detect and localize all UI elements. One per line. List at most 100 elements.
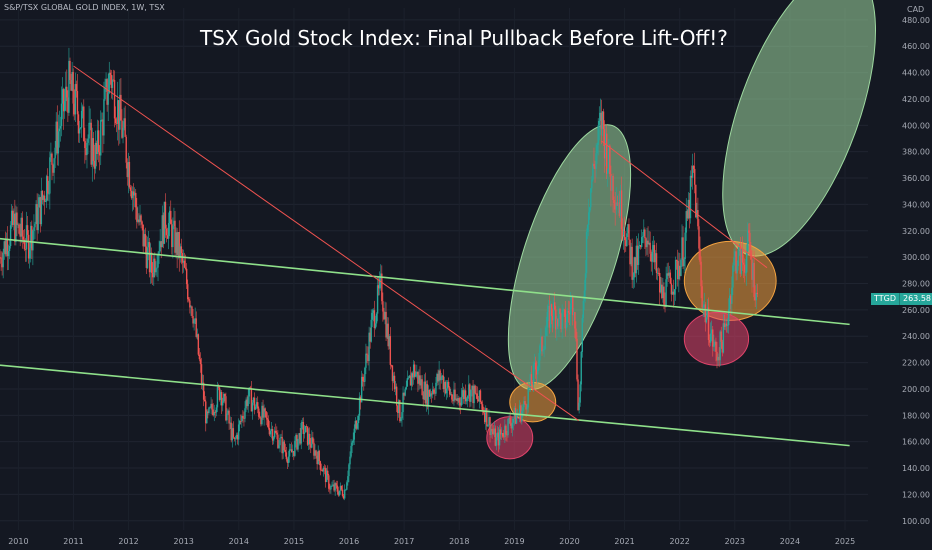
candle-body bbox=[344, 489, 346, 499]
candle-body bbox=[404, 389, 406, 396]
candle-body bbox=[667, 273, 669, 276]
candle-body bbox=[581, 317, 583, 352]
candle-body bbox=[741, 249, 744, 263]
current-price-tag[interactable]: TTGD 263.58 bbox=[871, 293, 932, 305]
candle-body bbox=[675, 260, 678, 261]
candle-body bbox=[446, 381, 449, 389]
candle-body bbox=[458, 398, 460, 403]
candle-body bbox=[567, 311, 570, 313]
candle-body bbox=[330, 485, 332, 490]
candle-body bbox=[382, 301, 384, 312]
candle-body bbox=[337, 491, 340, 496]
candle-body bbox=[481, 404, 484, 411]
trendlines bbox=[0, 65, 850, 447]
candle-body bbox=[558, 308, 560, 327]
candle-body bbox=[119, 94, 121, 130]
candle-body bbox=[169, 210, 171, 224]
candle-body bbox=[587, 212, 590, 226]
candle-body bbox=[202, 382, 205, 400]
candle-body bbox=[59, 126, 62, 129]
candle-body bbox=[655, 253, 658, 274]
candle-body bbox=[537, 366, 539, 375]
candle-body bbox=[50, 153, 52, 158]
candle-body bbox=[438, 370, 440, 382]
candle-body bbox=[260, 417, 262, 425]
candle-body bbox=[629, 239, 631, 265]
candle-body bbox=[631, 246, 633, 280]
candle-body bbox=[384, 311, 386, 320]
candle-body bbox=[582, 300, 585, 318]
candle-body bbox=[346, 482, 348, 490]
candle-body bbox=[691, 165, 694, 178]
candle-body bbox=[128, 161, 131, 188]
candle-body bbox=[15, 212, 17, 242]
candle-body bbox=[539, 345, 541, 361]
candle-body bbox=[21, 217, 23, 237]
candle-body bbox=[689, 175, 692, 219]
candle-body bbox=[224, 394, 226, 397]
candle-body bbox=[43, 195, 46, 202]
candle-body bbox=[388, 336, 390, 347]
candle-body bbox=[430, 393, 433, 395]
candle-body bbox=[250, 388, 253, 412]
candle-body bbox=[681, 237, 683, 260]
candle-body bbox=[608, 145, 610, 169]
candle-body bbox=[611, 175, 613, 191]
candle-body bbox=[31, 225, 33, 251]
candle-body bbox=[414, 364, 416, 377]
candle-body bbox=[408, 375, 411, 378]
candle-body bbox=[38, 197, 40, 208]
candle-body bbox=[524, 400, 526, 405]
candle-body bbox=[190, 306, 192, 308]
candle-body bbox=[709, 333, 712, 343]
candle-body bbox=[555, 309, 557, 330]
candle-body bbox=[211, 403, 213, 410]
candle-body bbox=[701, 286, 703, 308]
candle-body bbox=[592, 163, 594, 180]
candle-body bbox=[178, 231, 180, 258]
candle-body bbox=[444, 381, 447, 394]
candle-body bbox=[387, 323, 389, 347]
candle-body bbox=[328, 475, 330, 489]
candle-body bbox=[495, 437, 498, 446]
candle-body bbox=[83, 106, 85, 142]
candle-body bbox=[644, 229, 646, 239]
candle-body bbox=[653, 245, 656, 263]
candle-body bbox=[215, 407, 218, 413]
candle-body bbox=[496, 432, 499, 438]
candle-body bbox=[216, 386, 219, 408]
x-tick-label: 2018 bbox=[449, 537, 469, 546]
resistance-trendline bbox=[73, 65, 579, 422]
candle-body bbox=[614, 203, 616, 210]
candle-body bbox=[176, 232, 178, 255]
candle-body bbox=[152, 272, 154, 278]
y-tick-label: 440.00 bbox=[902, 69, 930, 78]
candle-body bbox=[491, 428, 493, 432]
candle-body bbox=[68, 60, 70, 113]
candle-body bbox=[268, 427, 271, 435]
candle-body bbox=[715, 341, 717, 352]
candle-body bbox=[36, 204, 38, 231]
candle-body bbox=[302, 422, 305, 434]
candle-body bbox=[590, 188, 592, 208]
candle-body bbox=[376, 285, 379, 314]
candle-body bbox=[561, 311, 563, 329]
candle-body bbox=[177, 231, 179, 255]
candle-body bbox=[132, 191, 135, 196]
candle-body bbox=[188, 299, 190, 301]
candle-body bbox=[407, 377, 410, 379]
candle-body bbox=[104, 87, 106, 100]
candle-body bbox=[184, 267, 187, 269]
candle-body bbox=[292, 451, 294, 453]
x-tick-label: 2014 bbox=[229, 537, 249, 546]
candle-body bbox=[253, 397, 256, 410]
candle-body bbox=[85, 148, 87, 156]
candle-body bbox=[529, 374, 532, 389]
x-tick-label: 2013 bbox=[174, 537, 194, 546]
candle-body bbox=[420, 379, 422, 386]
candle-body bbox=[231, 428, 233, 441]
candle-body bbox=[44, 201, 47, 203]
candle-body bbox=[710, 329, 713, 334]
candle-body bbox=[232, 428, 235, 438]
candle-body bbox=[713, 345, 715, 347]
